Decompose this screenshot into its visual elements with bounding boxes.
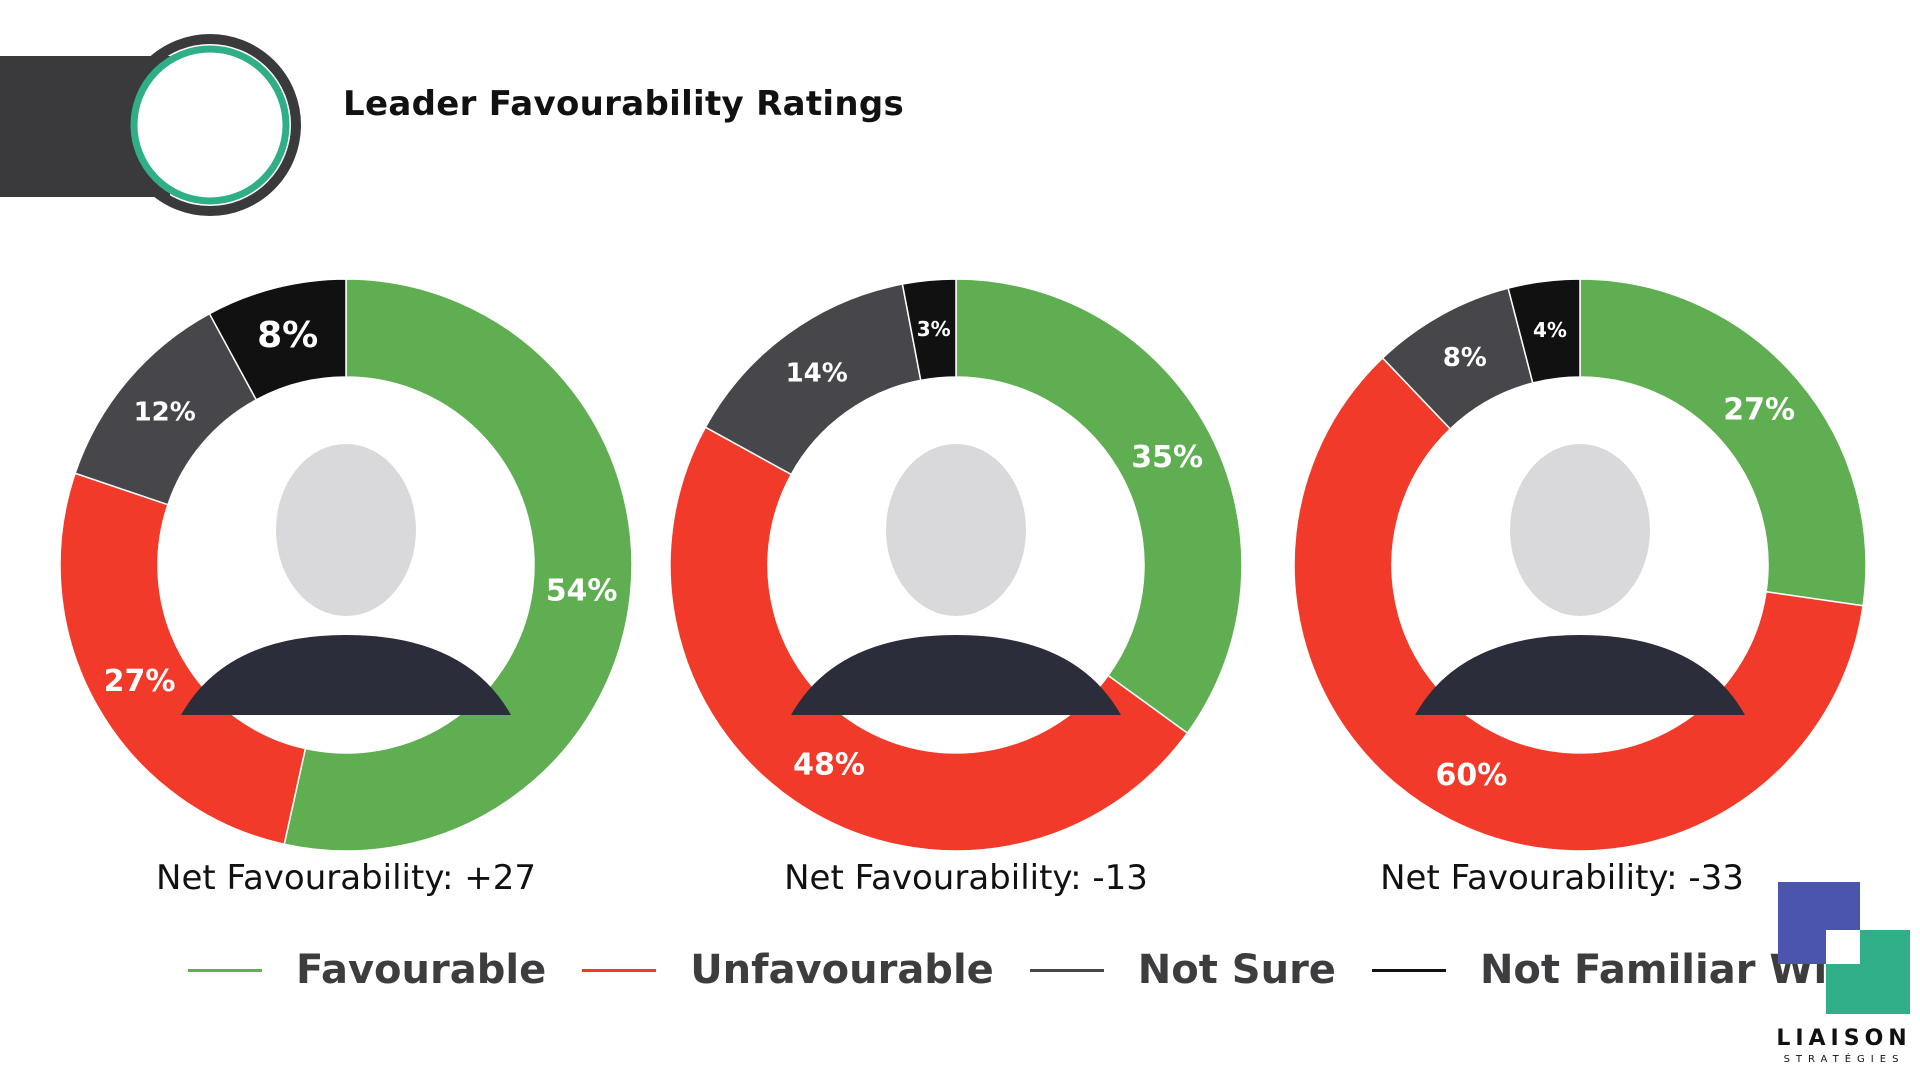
net-favourability-label-1: Net Favourability: +27	[156, 858, 536, 898]
net-favourability-label-2: Net Favourability: -13	[784, 858, 1148, 898]
legend-line-favourable	[188, 968, 262, 972]
legend-item-not-sure: Not Sure	[1029, 947, 1336, 993]
donut-3-slice-favourable	[1579, 278, 1867, 607]
page-title: Leader Favourability Ratings	[343, 84, 905, 124]
donut-1-label-not-familiar: 8%	[257, 315, 318, 356]
donut-2-label-not-familiar: 3%	[917, 317, 951, 341]
donut-1-label-unfavourable: 27%	[104, 664, 176, 699]
logo: LIAISON STRATÉGIES	[1776, 880, 1912, 1070]
leader-2-portrait-icon	[791, 444, 1121, 715]
donut-3-slice-not-familiar	[1507, 278, 1581, 384]
logo-name: LIAISON	[1776, 1026, 1912, 1051]
donut-3-label-not-familiar: 4%	[1533, 318, 1567, 342]
donut-2-slice-not-familiar	[901, 278, 957, 382]
leader-1-portrait-icon	[181, 444, 511, 715]
donut-1-slice-favourable	[283, 278, 633, 852]
legend-label-not-sure: Not Sure	[1137, 947, 1336, 993]
donut-3-label-unfavourable: 60%	[1435, 758, 1507, 793]
donut-3-label-not-sure: 8%	[1443, 343, 1487, 373]
donut-2-label-not-sure: 14%	[786, 358, 848, 388]
legend-item-unfavourable: Unfavourable	[582, 947, 994, 993]
net-favourability-label-3: Net Favourability: -33	[1380, 858, 1744, 898]
legend-line-not-familiar	[1371, 968, 1446, 972]
donut-3-label-favourable: 27%	[1723, 392, 1795, 427]
donut-1-label-favourable: 54%	[546, 573, 618, 608]
donut-3-slice-unfavourable	[1293, 356, 1864, 852]
legend-label-favourable: Favourable	[296, 947, 547, 993]
logo-subtitle: STRATÉGIES	[1783, 1054, 1905, 1065]
donut-2-slice-favourable	[955, 278, 1243, 735]
logo-mark-icon	[1778, 882, 1910, 1014]
donut-1-slice-not-familiar	[208, 278, 347, 401]
legend-line-not-sure	[1029, 968, 1104, 972]
donut-2-slice-unfavourable	[669, 426, 1189, 852]
donut-2-label-favourable: 35%	[1131, 440, 1203, 475]
legend-label-unfavourable: Unfavourable	[690, 947, 994, 993]
header-ring-icon	[119, 34, 301, 216]
legend-line-unfavourable	[582, 968, 657, 972]
legend-item-favourable: Favourable	[188, 947, 546, 993]
donut-1-label-not-sure: 12%	[134, 397, 196, 427]
legend: Favourable Unfavourable Not Sure Not Fam…	[188, 942, 1911, 998]
donut-2-label-unfavourable: 48%	[793, 748, 865, 783]
leader-3-portrait-icon	[1415, 444, 1745, 715]
